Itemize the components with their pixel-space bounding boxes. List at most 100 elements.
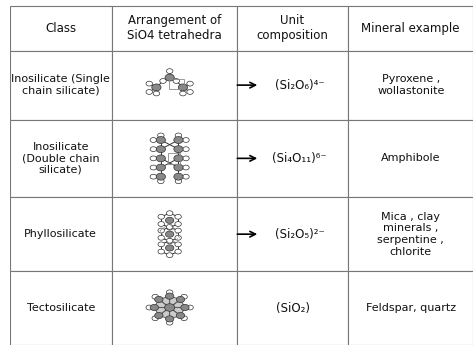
- Circle shape: [175, 228, 182, 233]
- Circle shape: [182, 156, 189, 161]
- Bar: [10, 120, 112, 197]
- Circle shape: [175, 133, 182, 138]
- Circle shape: [166, 290, 173, 295]
- Circle shape: [146, 81, 153, 86]
- Circle shape: [150, 304, 158, 311]
- Circle shape: [150, 138, 156, 143]
- Circle shape: [146, 305, 153, 310]
- Text: Pyroxene ,
wollastonite: Pyroxene , wollastonite: [377, 74, 445, 96]
- Circle shape: [152, 294, 158, 299]
- Circle shape: [175, 179, 182, 184]
- Bar: [112, 197, 237, 271]
- Circle shape: [174, 146, 183, 153]
- Bar: [10, 197, 112, 271]
- Text: (Si₂O₅)²⁻: (Si₂O₅)²⁻: [274, 228, 324, 241]
- Bar: [237, 271, 348, 345]
- Circle shape: [173, 79, 180, 83]
- Text: Amphibole: Amphibole: [381, 153, 440, 163]
- Bar: [237, 197, 348, 271]
- Circle shape: [156, 164, 165, 171]
- Polygon shape: [170, 308, 185, 316]
- Circle shape: [178, 84, 188, 91]
- Circle shape: [150, 165, 156, 170]
- Circle shape: [152, 316, 158, 321]
- Circle shape: [165, 245, 174, 251]
- Circle shape: [166, 239, 173, 244]
- Circle shape: [155, 312, 163, 319]
- Circle shape: [156, 173, 165, 180]
- Circle shape: [156, 155, 165, 162]
- Circle shape: [156, 137, 165, 144]
- Text: Unit
composition: Unit composition: [256, 14, 328, 42]
- Bar: [348, 6, 474, 51]
- Circle shape: [165, 231, 174, 237]
- Circle shape: [174, 155, 183, 162]
- Circle shape: [158, 179, 164, 184]
- Polygon shape: [159, 296, 170, 308]
- Circle shape: [158, 215, 164, 219]
- Bar: [237, 51, 348, 120]
- Bar: [237, 120, 348, 197]
- Circle shape: [150, 156, 156, 161]
- Text: (Si₄O₁₁)⁶⁻: (Si₄O₁₁)⁶⁻: [272, 152, 327, 165]
- Bar: [112, 271, 237, 345]
- Bar: [348, 197, 474, 271]
- Circle shape: [158, 133, 164, 138]
- Circle shape: [176, 312, 185, 319]
- Circle shape: [165, 316, 174, 322]
- Bar: [237, 6, 348, 51]
- Polygon shape: [155, 308, 170, 316]
- Circle shape: [150, 147, 156, 152]
- Circle shape: [166, 225, 173, 230]
- Circle shape: [152, 84, 161, 91]
- Circle shape: [153, 91, 160, 96]
- Bar: [112, 51, 237, 120]
- Circle shape: [158, 242, 164, 247]
- Circle shape: [166, 320, 173, 325]
- Circle shape: [181, 316, 187, 321]
- Bar: [169, 79, 184, 89]
- Circle shape: [175, 221, 182, 226]
- Circle shape: [181, 294, 187, 299]
- Bar: [10, 51, 112, 120]
- Circle shape: [156, 146, 165, 153]
- Polygon shape: [170, 296, 181, 308]
- Bar: [348, 271, 474, 345]
- Circle shape: [175, 249, 182, 254]
- Circle shape: [160, 79, 166, 83]
- Circle shape: [182, 138, 189, 143]
- Bar: [10, 6, 112, 51]
- Text: (Si₂O₆)⁴⁻: (Si₂O₆)⁴⁻: [274, 79, 324, 92]
- Circle shape: [166, 238, 173, 243]
- Bar: [10, 271, 112, 345]
- Text: Arrangement of
SiO4 tetrahedra: Arrangement of SiO4 tetrahedra: [127, 14, 222, 42]
- Bar: [348, 120, 474, 197]
- Circle shape: [165, 293, 174, 299]
- Bar: [112, 6, 237, 51]
- Circle shape: [187, 90, 193, 94]
- Text: Mica , clay
minerals ,
serpentine ,
chlorite: Mica , clay minerals , serpentine , chlo…: [377, 212, 444, 257]
- Circle shape: [166, 69, 173, 73]
- Circle shape: [175, 242, 182, 247]
- Circle shape: [175, 235, 182, 240]
- Circle shape: [166, 253, 173, 258]
- Polygon shape: [170, 299, 185, 308]
- Circle shape: [181, 304, 189, 311]
- Circle shape: [166, 211, 173, 216]
- Polygon shape: [155, 299, 170, 308]
- Circle shape: [174, 164, 183, 171]
- Circle shape: [146, 90, 153, 94]
- Circle shape: [155, 297, 163, 302]
- Circle shape: [150, 174, 156, 179]
- Text: Class: Class: [45, 22, 76, 35]
- Circle shape: [158, 235, 164, 240]
- Circle shape: [187, 81, 193, 86]
- Text: Mineral example: Mineral example: [362, 22, 460, 35]
- Bar: [348, 51, 474, 120]
- Circle shape: [158, 221, 164, 226]
- Circle shape: [158, 228, 164, 233]
- Polygon shape: [159, 308, 170, 319]
- Text: Phyllosilicate: Phyllosilicate: [24, 229, 97, 239]
- Circle shape: [182, 147, 189, 152]
- Circle shape: [175, 215, 182, 219]
